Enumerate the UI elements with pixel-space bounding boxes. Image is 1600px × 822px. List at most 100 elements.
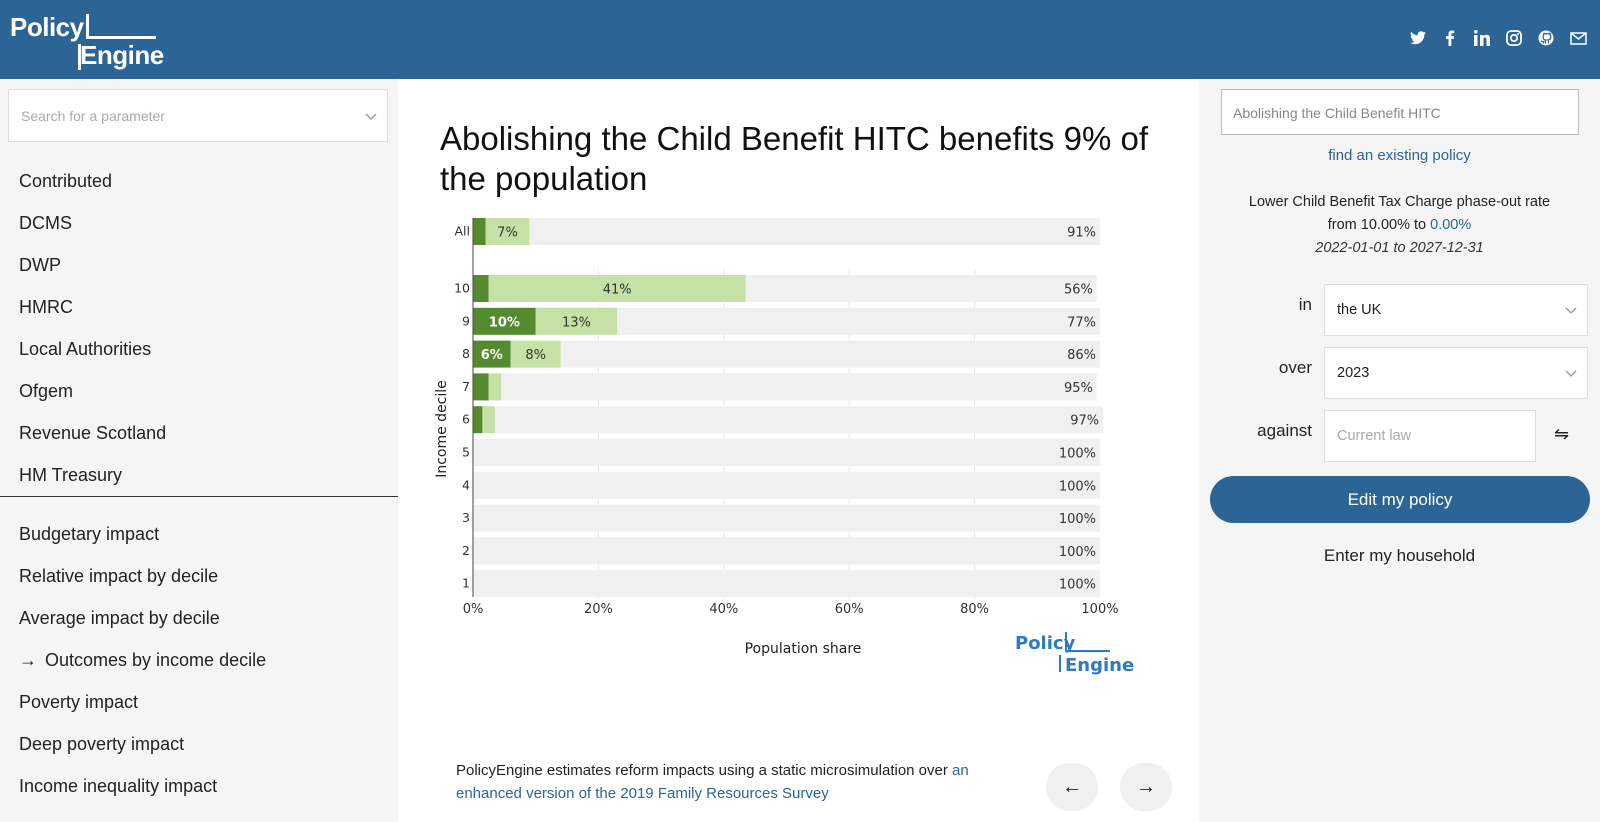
sidebar-divider (0, 496, 398, 497)
footnote-text: PolicyEngine estimates reform impacts us… (456, 762, 953, 779)
data-label: 100% (1059, 512, 1096, 527)
y-tick-label: 7 (462, 379, 470, 394)
nav-average-impact-by-decile[interactable]: Average impact by decile (19, 608, 220, 628)
nav-poverty-impact[interactable]: Poverty impact (19, 692, 139, 712)
data-label: 8% (525, 348, 546, 363)
find-existing-policy-link[interactable]: find an existing policy (1328, 147, 1471, 164)
bar-no-change (473, 570, 1100, 598)
data-label: 13% (562, 315, 591, 330)
top-header: Policy Engine (0, 0, 1600, 79)
bar-no-change (529, 218, 1100, 245)
data-label: 100% (1059, 479, 1096, 494)
methodology-footnote: PolicyEngine estimates reform impacts us… (456, 759, 976, 805)
desc-new-value: 0.00% (1430, 217, 1472, 233)
tree-item-contributed[interactable]: Contributed (19, 171, 113, 191)
bar-gain-more-than-5- (473, 275, 489, 302)
y-tick-label: 8 (462, 346, 470, 361)
enter-household-link[interactable]: Enter my household (1323, 546, 1476, 565)
bar-gain-less-than-5- (510, 340, 561, 368)
x-tick-label: 80% (960, 602, 989, 617)
y-axis-title: Income decile (434, 380, 450, 478)
tree-item-revenue-scotland[interactable]: Revenue Scotland (19, 423, 167, 443)
previous-button[interactable]: ← (1046, 763, 1098, 811)
tree-item-local-authorities[interactable]: Local Authorities (19, 339, 152, 359)
data-label: 100% (1059, 545, 1096, 560)
data-label: 41% (603, 283, 632, 298)
desc-to: to (1409, 217, 1431, 233)
tree-item-dwp[interactable]: DWP (19, 255, 61, 275)
desc-parameter: Lower Child Benefit Tax Charge phase-out… (1248, 194, 1551, 210)
policyengine-logo[interactable]: Policy Engine (10, 12, 164, 72)
bar-gain-less-than-5- (488, 275, 746, 302)
data-label: 91% (1067, 226, 1096, 241)
bar-gain-less-than-5- (535, 307, 618, 335)
chevron-down-icon[interactable] (365, 108, 377, 126)
y-tick-label: 5 (462, 445, 470, 460)
desc-change: from 10.00% to 0.00% (1199, 214, 1600, 237)
y-tick-label: 1 (462, 576, 470, 591)
outcomes-chart: 0% 20% 40% 60% 80% 100% All 7% 91% 10 41% 56% 9 10% 13… (428, 209, 1148, 769)
data-label: 10% (489, 315, 520, 330)
github-icon[interactable] (1536, 28, 1556, 48)
left-sidebar: Search for a parameter Contributed DCMS … (0, 79, 398, 822)
baseline-select[interactable]: Current law (1324, 410, 1536, 462)
region-value: the UK (1337, 302, 1382, 318)
data-label: 95% (1064, 381, 1093, 396)
bar-no-change (473, 504, 1100, 532)
next-button[interactable]: → (1120, 763, 1172, 811)
frs-link[interactable]: an enhanced version of the 2019 Family R… (456, 762, 969, 802)
nav-budgetary-impact[interactable]: Budgetary impact (19, 524, 160, 544)
twitter-icon[interactable] (1408, 28, 1428, 48)
nav-relative-impact-by-decile[interactable]: Relative impact by decile (19, 566, 219, 586)
bar-no-change (560, 340, 1100, 368)
parameter-tree: Contributed DCMS DWP HMRC Local Authorit… (0, 171, 398, 574)
bar-gain-more-than-5- (473, 307, 536, 335)
page-title: Abolishing the Child Benefit HITC benefi… (440, 120, 1149, 197)
tree-item-hm-treasury[interactable]: HM Treasury (19, 465, 123, 485)
tree-item-hmrc[interactable]: HMRC (19, 297, 73, 317)
nav-income-inequality-impact[interactable]: Income inequality impact (19, 776, 218, 796)
main-content: Abolishing the Child Benefit HITC benefi… (398, 79, 1199, 822)
bar-no-change (473, 439, 1100, 466)
facebook-icon[interactable] (1440, 28, 1460, 48)
x-tick-label: 100% (1081, 602, 1118, 617)
policy-panel: Abolishing the Child Benefit HITC find a… (1199, 79, 1600, 822)
bar-gain-more-than-5- (473, 406, 483, 434)
in-label: in (1298, 295, 1312, 314)
bar-no-change (473, 537, 1100, 565)
policy-description: Lower Child Benefit Tax Charge phase-out… (1199, 191, 1600, 260)
baseline-placeholder: Current law (1337, 428, 1412, 444)
active-arrow-icon: → (19, 650, 37, 670)
edit-policy-button[interactable]: Edit my policy (1210, 476, 1590, 523)
year-select[interactable]: 2023 (1324, 347, 1588, 399)
parameter-search-input[interactable]: Search for a parameter (8, 89, 388, 142)
bar-no-change (473, 471, 1100, 499)
instagram-icon[interactable] (1504, 28, 1524, 48)
tree-item-ofgem[interactable]: Ofgem (19, 381, 74, 401)
nav-deep-poverty-impact[interactable]: Deep poverty impact (19, 734, 185, 754)
data-label: 56% (1064, 283, 1093, 298)
data-label: 6% (481, 348, 503, 363)
logo-text-engine: Engine (80, 40, 164, 70)
y-tick-label: 4 (462, 477, 470, 492)
y-tick-label: 3 (462, 510, 470, 525)
region-select[interactable]: the UK (1324, 284, 1588, 336)
mail-icon[interactable] (1568, 28, 1588, 48)
over-label: over (1278, 358, 1312, 377)
data-label: 100% (1059, 578, 1096, 593)
policy-name-value: Abolishing the Child Benefit HITC (1233, 105, 1441, 121)
bar-gain-more-than-5- (473, 340, 511, 368)
data-label: 86% (1067, 348, 1096, 363)
chevron-down-icon (1565, 365, 1577, 383)
x-tick-label: 60% (835, 602, 864, 617)
bar-gain-more-than-5- (473, 373, 489, 401)
swap-icon[interactable]: ⇋ (1554, 424, 1570, 444)
desc-dates: 2022-01-01 to 2027-12-31 (1315, 240, 1484, 256)
policy-name-input[interactable]: Abolishing the Child Benefit HITC (1221, 89, 1579, 135)
against-label: against (1257, 421, 1312, 440)
tree-item-dcms[interactable]: DCMS (19, 213, 72, 233)
bar-no-change (745, 275, 1097, 302)
nav-outcomes-by-income-decile[interactable]: → Outcomes by income decile (19, 650, 266, 671)
linkedin-icon[interactable] (1472, 28, 1492, 48)
chevron-down-icon (1565, 302, 1577, 320)
